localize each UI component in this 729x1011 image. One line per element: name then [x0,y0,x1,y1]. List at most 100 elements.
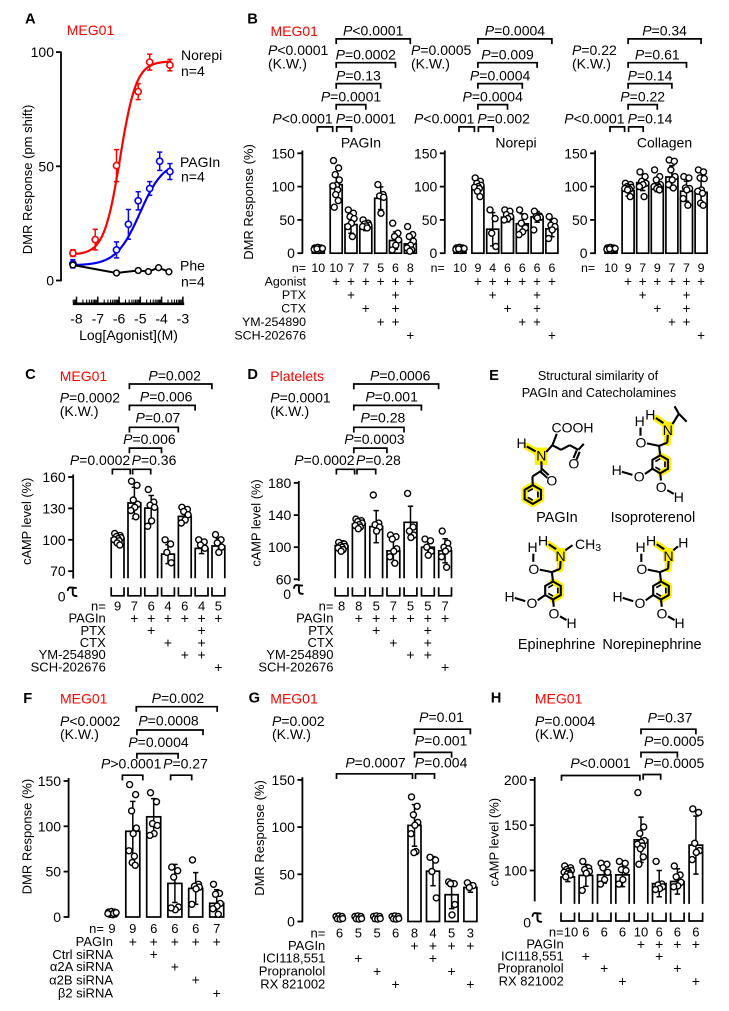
svg-text:50: 50 [279,866,295,882]
svg-text:RX 821002: RX 821002 [260,976,325,991]
svg-text:P=0.0001: P=0.0001 [321,88,382,104]
svg-text:H: H [612,462,622,478]
svg-text:+: + [389,634,397,650]
svg-text:P=0.0005: P=0.0005 [644,755,705,771]
svg-text:+: + [406,647,414,663]
svg-text:H: H [645,407,655,423]
svg-text:P=0.28: P=0.28 [356,452,401,468]
svg-text:5: 5 [448,925,455,940]
svg-text:+: + [213,933,221,949]
svg-text:+: + [164,634,172,650]
svg-text:5: 5 [373,925,380,940]
svg-text:SCH-202676: SCH-202676 [258,659,333,674]
svg-text:P<0.0001: P<0.0001 [343,23,404,39]
svg-text:n=4: n=4 [181,169,205,185]
svg-text:+: + [653,301,661,316]
svg-text:7: 7 [390,598,397,613]
svg-text:+: + [655,936,663,952]
svg-text:+: + [655,948,663,964]
svg-text:O: O [546,472,557,488]
svg-text:+: + [198,634,206,650]
svg-text:-7: -7 [92,311,105,327]
svg-text:P=0.0001: P=0.0001 [336,110,397,126]
svg-text:SCH-202676: SCH-202676 [31,659,106,674]
svg-text:-8: -8 [70,311,83,327]
svg-text:+: + [392,287,400,302]
svg-text:P=0.009: P=0.009 [481,46,534,62]
svg-text:100: 100 [38,818,62,834]
svg-text:P=0.22: P=0.22 [620,88,665,104]
svg-text:P=0.27: P=0.27 [163,756,208,772]
svg-text:60: 60 [276,571,292,587]
svg-text:B: B [247,12,258,28]
svg-text:10: 10 [564,925,578,940]
svg-text:6: 6 [504,261,511,275]
svg-text:YM-254890: YM-254890 [242,315,306,329]
svg-text:+: + [147,622,155,638]
svg-text:P=0.0008: P=0.0008 [138,713,199,729]
svg-text:8: 8 [355,598,362,613]
svg-text:-4: -4 [155,311,168,327]
svg-text:10: 10 [634,925,648,940]
svg-text:P<0.0001: P<0.0001 [268,42,329,58]
svg-text:50: 50 [572,212,588,228]
svg-text:P=0.002: P=0.002 [148,367,201,383]
svg-text:P=0.0003: P=0.0003 [344,431,405,447]
svg-text:H: H [504,588,514,604]
svg-text:N: N [556,548,566,564]
svg-text:-3: -3 [177,311,190,327]
svg-text:6: 6 [171,921,178,936]
svg-text:100: 100 [268,539,292,555]
svg-text:150: 150 [272,772,296,788]
svg-text:CTX: CTX [281,301,306,315]
svg-text:O: O [657,605,668,621]
svg-text:100: 100 [414,179,438,195]
svg-text:+: + [392,314,400,329]
svg-text:0: 0 [283,586,291,602]
svg-text:P=0.13: P=0.13 [336,67,381,83]
svg-text:MEG01: MEG01 [270,690,318,706]
svg-text:β2 siRNA: β2 siRNA [58,986,113,1001]
svg-text:n=: n= [310,925,325,940]
svg-text:P=0.002: P=0.002 [477,110,530,126]
svg-text:P=0.0001: P=0.0001 [270,390,331,406]
svg-text:YM-254890: YM-254890 [39,647,106,662]
svg-text:PAGIn: PAGIn [180,154,220,170]
svg-text:+: + [639,287,647,302]
svg-text:+: + [441,659,449,675]
svg-text:70: 70 [50,563,66,579]
svg-text:P=0.0002: P=0.0002 [336,46,397,62]
svg-text:MEG01: MEG01 [271,23,319,39]
svg-text:O: O [568,456,579,472]
svg-text:P=0.0002: P=0.0002 [294,452,355,468]
svg-text:+: + [410,937,418,953]
svg-text:P=0.61: P=0.61 [635,46,680,62]
svg-text:+: + [347,274,355,289]
svg-text:n=4: n=4 [181,273,205,289]
svg-text:160: 160 [42,469,66,485]
svg-text:130: 130 [42,500,66,516]
svg-text:α2B siRNA: α2B siRNA [49,972,113,987]
svg-text:PAGIn: PAGIn [68,611,105,626]
svg-text:6: 6 [519,261,526,275]
svg-text:H: H [675,615,685,631]
svg-text:0: 0 [46,273,54,289]
svg-text:+: + [424,647,432,663]
svg-text:+: + [392,976,400,992]
svg-text:+: + [424,634,432,650]
svg-text:Phe: Phe [180,257,205,273]
svg-text:P=0.001: P=0.001 [365,389,418,405]
svg-text:P=0.07: P=0.07 [136,410,181,426]
svg-text:+: + [673,960,681,976]
svg-text:H: H [678,535,688,551]
svg-text:+: + [548,328,556,343]
svg-text:+: + [389,610,397,626]
svg-text:PAGIn and Catecholamines: PAGIn and Catecholamines [522,386,676,400]
svg-text:10: 10 [329,261,343,275]
svg-text:+: + [372,622,380,638]
svg-text:Structural similarity of: Structural similarity of [538,369,659,383]
svg-text:+: + [181,610,189,626]
svg-text:+: + [518,274,526,289]
svg-text:O: O [549,605,560,621]
svg-text:ICI118,551: ICI118,551 [263,950,326,965]
